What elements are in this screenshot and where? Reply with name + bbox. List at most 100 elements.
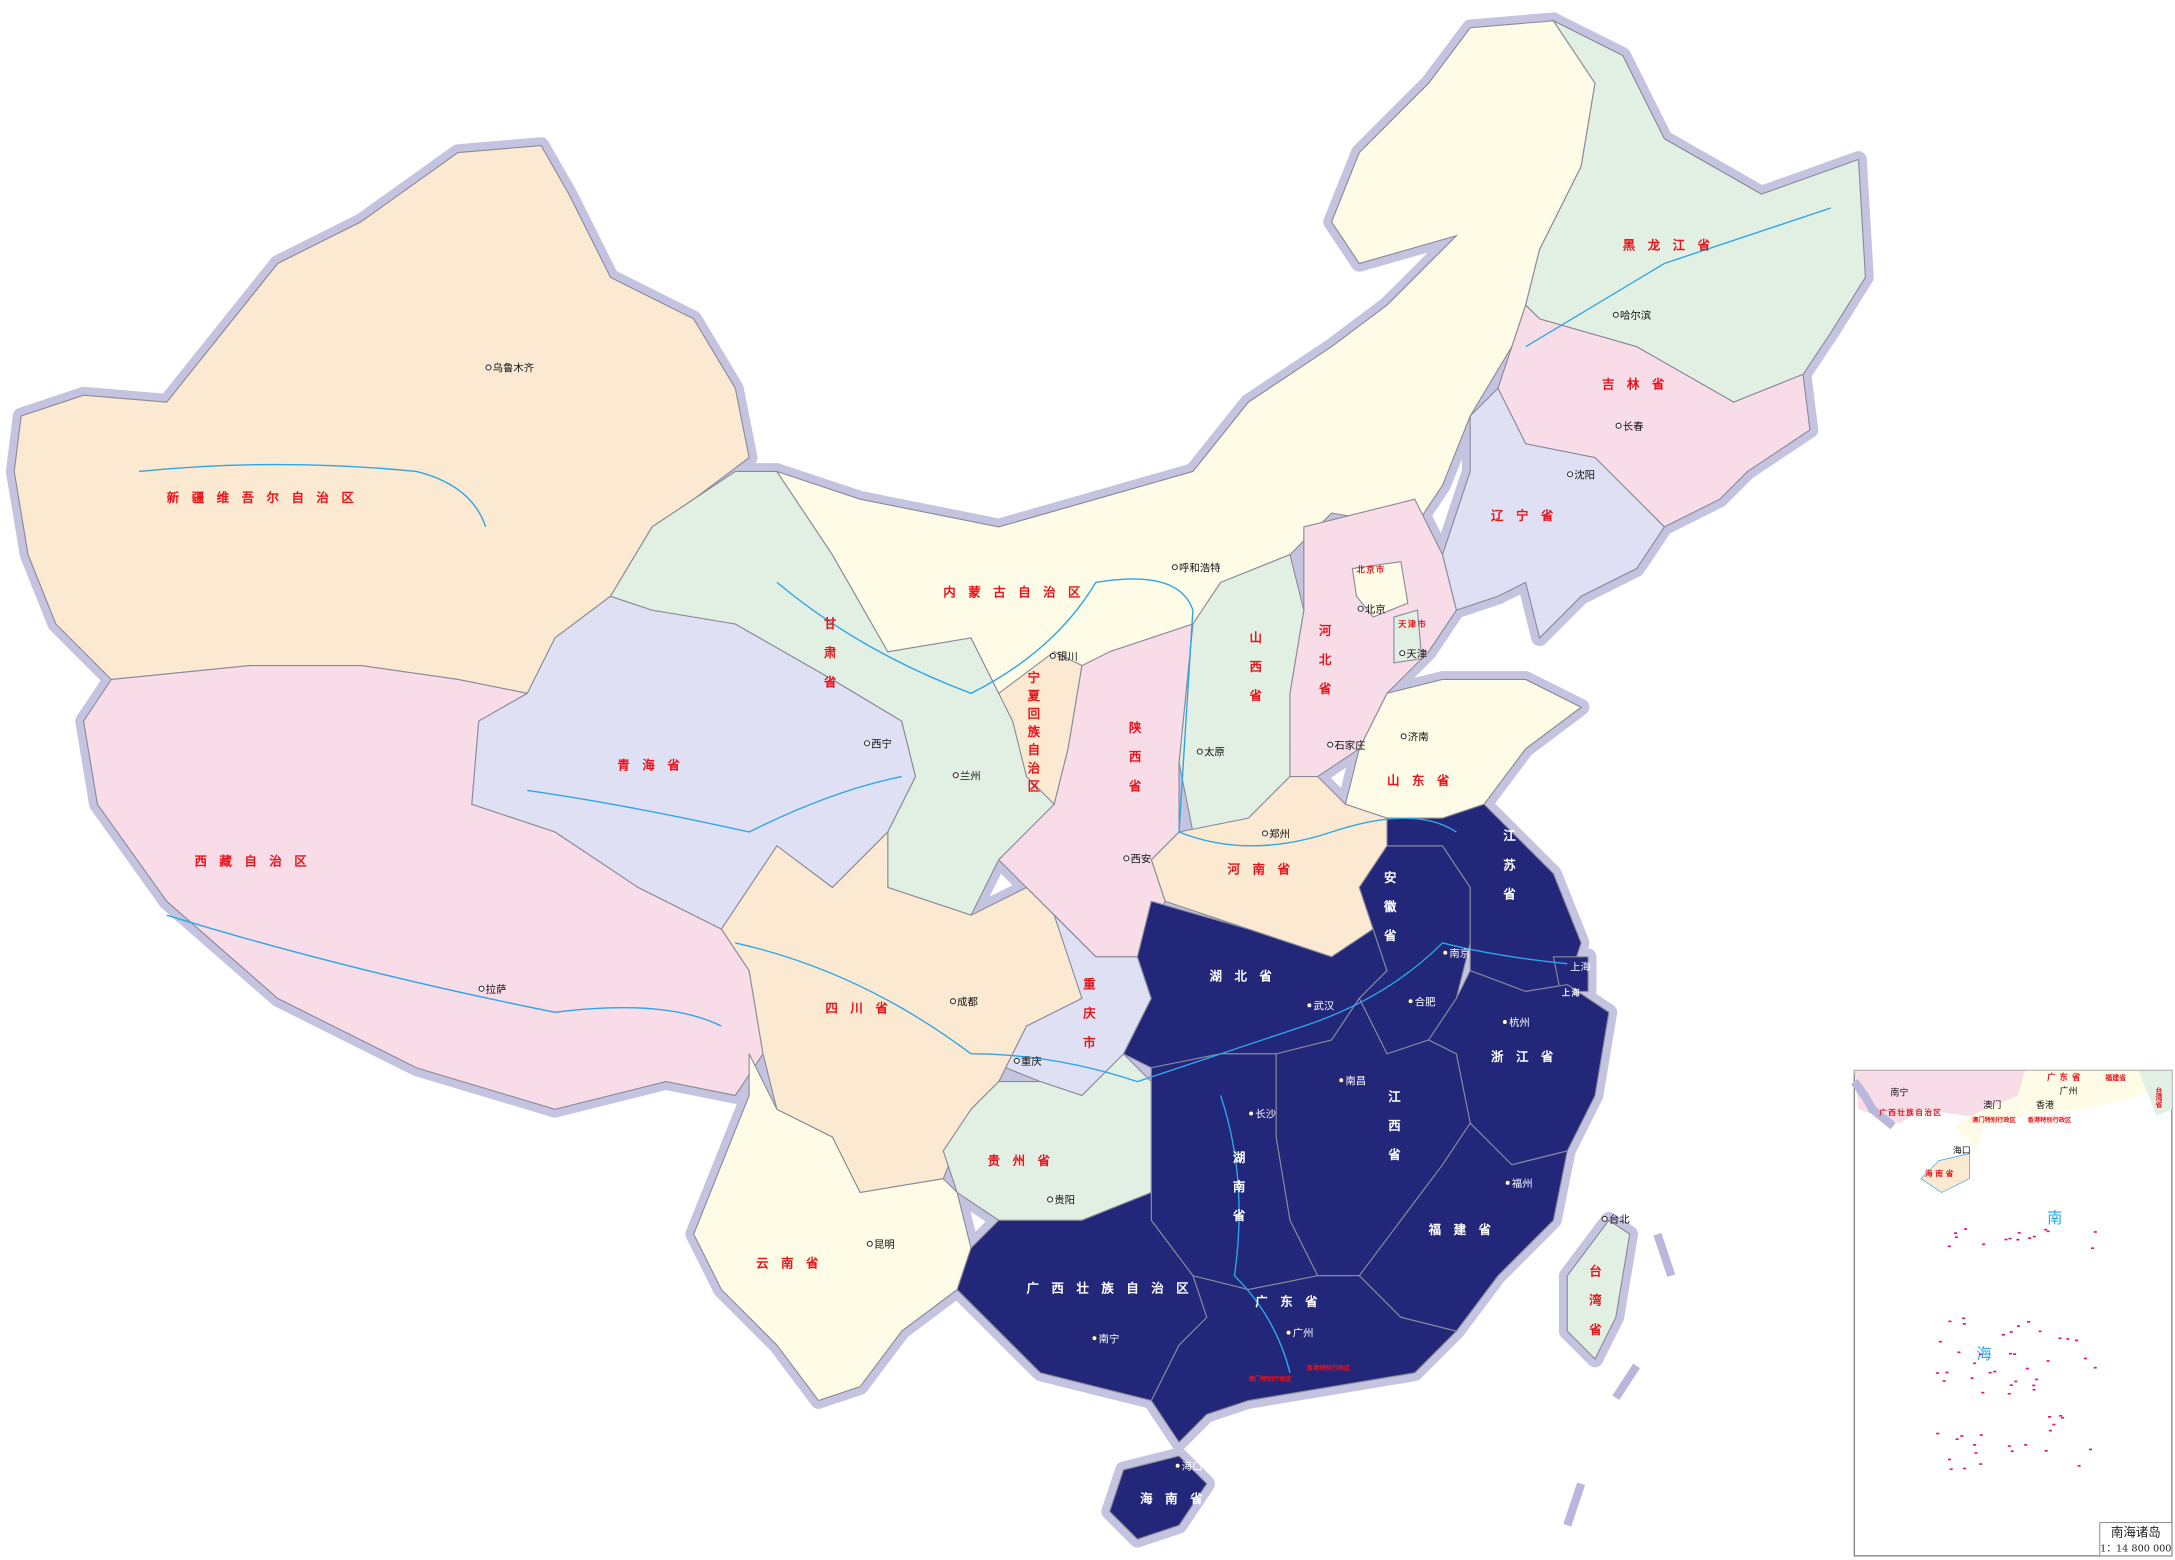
- province-label-chongqing: 重庆市: [1081, 977, 1096, 1065]
- province-neimenggu[interactable]: [775, 20, 1596, 722]
- island-mark: [2059, 1414, 2063, 1417]
- island-mark: [1964, 1228, 1968, 1230]
- inset-label-fujian: 福建省: [2104, 1073, 2126, 1082]
- island-mark: [2032, 1235, 2036, 1238]
- island-mark: [1953, 1232, 1958, 1234]
- capital-marker-zhejiang: [1501, 1018, 1508, 1026]
- island-mark: [1979, 1434, 1983, 1436]
- capital-label-beijing: 北京: [1365, 603, 1386, 616]
- capital-marker-heilongjiang: [1612, 311, 1619, 318]
- province-guangxi[interactable]: [956, 1191, 1208, 1402]
- island-mark: [2046, 1360, 2050, 1362]
- province-beijing[interactable]: [1351, 560, 1409, 618]
- province-label-jiangxi: 江西省: [1386, 1089, 1401, 1177]
- inset-label-hongkong-sar: 香港特别行政区: [2027, 1116, 2072, 1124]
- island-mark: [1979, 1463, 1983, 1465]
- capital-label-guangdong: 广州: [1293, 1328, 1314, 1340]
- capital-marker-gansu: [952, 772, 959, 779]
- island-mark: [2001, 1333, 2005, 1336]
- capital-marker-xinjiang: [485, 364, 492, 371]
- islands: [1935, 1228, 2097, 1471]
- island-mark: [2028, 1237, 2032, 1239]
- island-mark: [2091, 1247, 2095, 1250]
- capital-label-hebei: 石家庄: [1334, 739, 1365, 752]
- island-mark: [2010, 1450, 2014, 1453]
- island-mark: [1949, 1468, 1953, 1471]
- island-mark: [2024, 1444, 2028, 1446]
- province-label-hainan: 海南省: [1140, 1491, 1215, 1506]
- province-hainan[interactable]: [1109, 1455, 1208, 1540]
- island-mark: [2077, 1465, 2081, 1467]
- island-mark: [2009, 1384, 2013, 1387]
- capital-label-jiangxi: 南昌: [1345, 1074, 1366, 1087]
- boundary-dash: [1653, 1232, 1676, 1278]
- island-mark: [1948, 1458, 1952, 1461]
- river: [527, 775, 902, 833]
- province-label-tibet: 西藏自治区: [194, 853, 319, 868]
- island-mark: [2083, 1357, 2087, 1360]
- capital-label-henan: 郑州: [1269, 828, 1290, 841]
- province-guizhou[interactable]: [942, 1053, 1152, 1221]
- island-mark: [2009, 1331, 2013, 1333]
- island-mark: [1962, 1323, 1966, 1325]
- capital-marker-shaanxi: [1123, 855, 1130, 862]
- capital-label-tibet: 拉萨: [486, 983, 507, 996]
- river: [1525, 207, 1831, 348]
- capital-marker-henan: [1261, 830, 1269, 837]
- river: [1219, 1095, 1291, 1373]
- island-mark: [1978, 1353, 1982, 1356]
- island-mark: [2075, 1339, 2079, 1342]
- island-mark: [2007, 1392, 2011, 1395]
- province-yunnan[interactable]: [693, 1053, 972, 1402]
- capital-marker-jiangxi: [1338, 1077, 1345, 1084]
- river: [138, 463, 487, 528]
- province-label-beijing: 北京市: [1357, 565, 1386, 575]
- capital-label-taiwan: 台北: [1609, 1213, 1630, 1226]
- province-shanxi[interactable]: [1178, 553, 1305, 833]
- capital-marker-guangdong: [1285, 1329, 1292, 1336]
- island-mark: [1954, 1236, 1958, 1239]
- island-mark: [1974, 1452, 1978, 1454]
- island-mark: [1942, 1380, 1946, 1382]
- inset-title: 南海诸岛: [2111, 1524, 2161, 1539]
- island-mark: [2052, 1423, 2056, 1426]
- island-mark: [2061, 1416, 2065, 1419]
- island-mark: [1970, 1377, 1974, 1380]
- capital-label-jiangsu: 南京: [1449, 947, 1470, 960]
- province-taiwan[interactable]: [1566, 1219, 1631, 1360]
- capital-marker-liaoning: [1567, 471, 1574, 478]
- province-label-taiwan: 台湾省: [1588, 1264, 1603, 1352]
- island-mark: [1935, 1372, 1939, 1374]
- province-label-shanxi: 山西省: [1248, 630, 1263, 718]
- capital-marker-tianjin: [1399, 650, 1406, 657]
- capital-label-gansu: 兰州: [960, 769, 981, 782]
- capital-label-hubei: 武汉: [1314, 999, 1335, 1012]
- inset-label-macau-sar: 澳门特别行政区: [1972, 1116, 2016, 1124]
- island-mark: [2007, 1445, 2011, 1447]
- province-label-qinghai: 青海省: [617, 758, 692, 773]
- province-liaoning[interactable]: [1441, 387, 1666, 639]
- capital-marker-sichuan: [949, 998, 957, 1005]
- provinces-layer: [13, 19, 1866, 1540]
- province-label-guangdong: 广东省: [1255, 1294, 1330, 1309]
- inset-label-macau: 澳门: [1983, 1099, 2001, 1111]
- province-shanghai[interactable]: [1552, 956, 1589, 993]
- province-label-anhui: 安徽省: [1382, 870, 1397, 958]
- island-mark: [2044, 1449, 2048, 1452]
- capital-marker-hubei: [1306, 1002, 1313, 1009]
- island-mark: [2014, 1380, 2018, 1383]
- capital-label-shaanxi: 西安: [1130, 853, 1151, 866]
- capital-marker-jilin: [1615, 422, 1622, 429]
- province-label-hebei: 河北省: [1317, 623, 1332, 711]
- island-mark: [2004, 1238, 2008, 1241]
- island-mark: [1962, 1317, 1966, 1320]
- sar-label-macau: 澳门特别行政区: [1248, 1375, 1292, 1383]
- island-mark: [2008, 1237, 2012, 1240]
- island-mark: [2032, 1384, 2036, 1387]
- province-label-shandong: 山东省: [1387, 773, 1462, 788]
- island-mark: [2008, 1352, 2012, 1355]
- capital-label-shandong: 济南: [1408, 730, 1429, 743]
- capital-label-chongqing: 重庆: [1021, 1055, 1042, 1068]
- province-tianjin[interactable]: [1393, 609, 1423, 664]
